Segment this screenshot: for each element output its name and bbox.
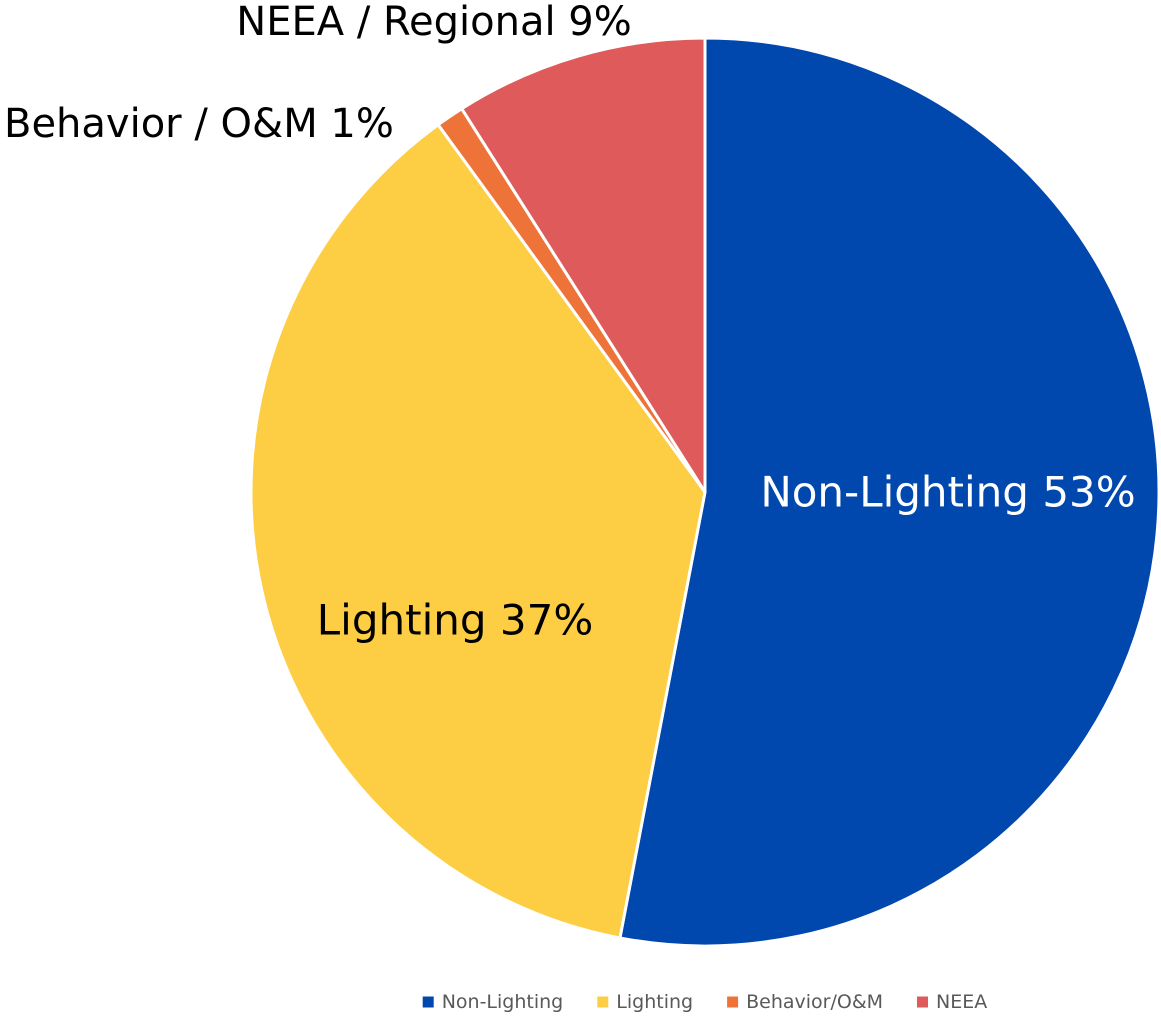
- legend-item-non-lighting: Non-Lighting: [422, 991, 564, 1013]
- slice-labels: Non-Lighting 53% Lighting 37% Behavior / O…: [4, 0, 1136, 645]
- legend: Non-Lighting Lighting Behavior/O&M NEEA: [422, 991, 987, 1013]
- data-label-lighting: Lighting 37%: [317, 596, 593, 645]
- legend-label-non-lighting: Non-Lighting: [442, 991, 564, 1013]
- pie-slice-non-lighting: [618, 36, 1161, 948]
- legend-item-neea: NEEA: [917, 991, 987, 1013]
- legend-swatch-lighting: [597, 996, 609, 1008]
- data-label-neea: NEEA / Regional 9%: [236, 0, 631, 45]
- legend-swatch-non-lighting: [422, 996, 434, 1008]
- legend-label-lighting: Lighting: [616, 991, 693, 1013]
- pie-slice-neea: [460, 36, 707, 494]
- legend-label-behavior-o-m: Behavior/O&M: [746, 991, 883, 1013]
- legend-swatch-neea: [917, 996, 928, 1008]
- legend-swatch-behavior-o-m: [727, 996, 739, 1008]
- data-label-behavior-o-m: Behavior / O&M 1%: [4, 101, 394, 147]
- data-label-non-lighting: Non-Lighting 53%: [760, 468, 1135, 517]
- pie-slice-lighting: [249, 123, 707, 940]
- legend-item-lighting: Lighting: [597, 991, 693, 1013]
- legend-label-neea: NEEA: [936, 991, 987, 1013]
- legend-item-behavior-o-m: Behavior/O&M: [727, 991, 883, 1013]
- pie-slices: [249, 36, 1161, 948]
